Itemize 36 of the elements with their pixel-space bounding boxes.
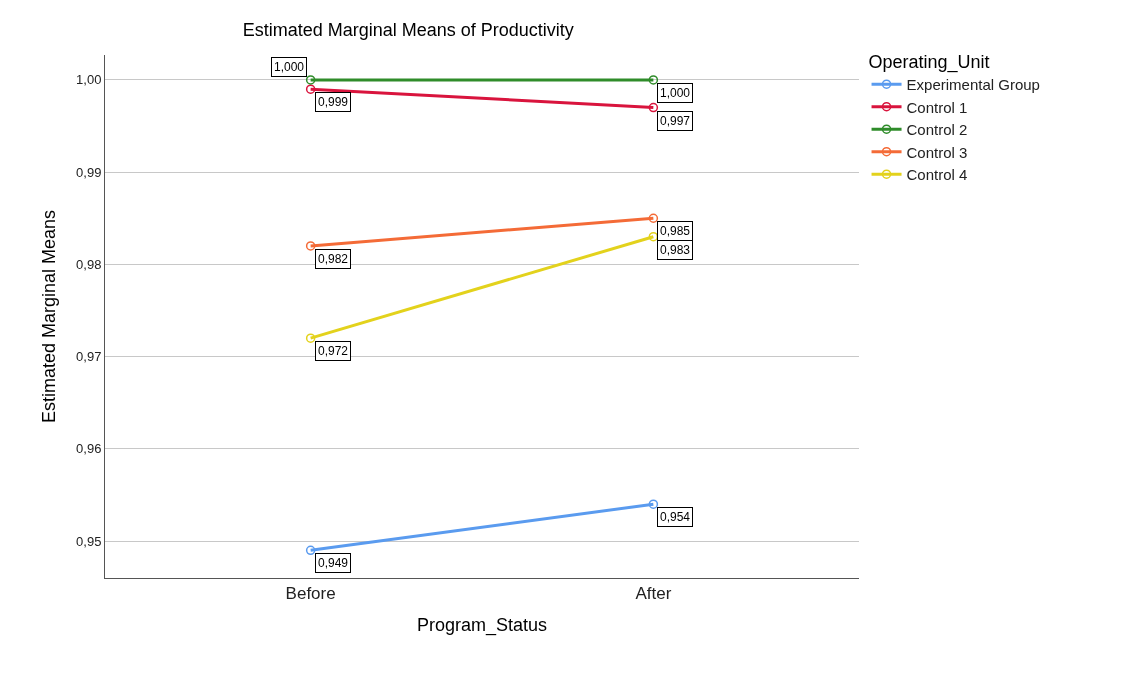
data-label: 0,982	[318, 252, 349, 266]
y-tick-label: 0,97	[76, 349, 102, 365]
data-label: 1,000	[660, 86, 691, 100]
point	[648, 213, 659, 224]
y-tick-label: 0,96	[76, 441, 102, 457]
data-label: 0,985	[660, 224, 691, 238]
data-label: 0,949	[318, 556, 349, 570]
data-label: 1,000	[274, 60, 305, 74]
point	[305, 545, 316, 556]
data-label: 0,983	[660, 243, 691, 257]
data-label: 0,954	[660, 510, 691, 524]
data-label: 0,972	[318, 344, 349, 358]
x-tick-label: Before	[285, 584, 336, 604]
legend-label: Control 3	[906, 143, 968, 161]
y-tick-label: 0,98	[76, 256, 102, 272]
y-axis-title: Estimated Marginal Means	[39, 209, 60, 424]
x-tick-label: After	[635, 584, 672, 604]
legend-label: Experimental Group	[906, 76, 1040, 94]
data-label: 0,997	[660, 114, 691, 128]
point	[648, 102, 659, 113]
y-tick-label: 1,00	[76, 72, 102, 88]
point	[305, 333, 316, 343]
point	[648, 499, 659, 509]
point	[648, 75, 659, 85]
x-axis-title: Program_Status	[416, 614, 548, 636]
legend-title: Operating_Unit	[868, 51, 990, 73]
y-tick-label: 0,95	[76, 533, 102, 549]
point	[305, 75, 316, 85]
legend-label: Control 2	[906, 121, 968, 139]
y-tick-label: 0,99	[76, 164, 102, 180]
legend-label: Control 4	[906, 166, 968, 184]
data-label: 0,999	[318, 95, 349, 109]
chart-title: Estimated Marginal Means of Productivity	[242, 20, 574, 41]
point	[305, 241, 316, 251]
legend-label: Control 1	[906, 98, 968, 116]
point	[305, 84, 316, 94]
